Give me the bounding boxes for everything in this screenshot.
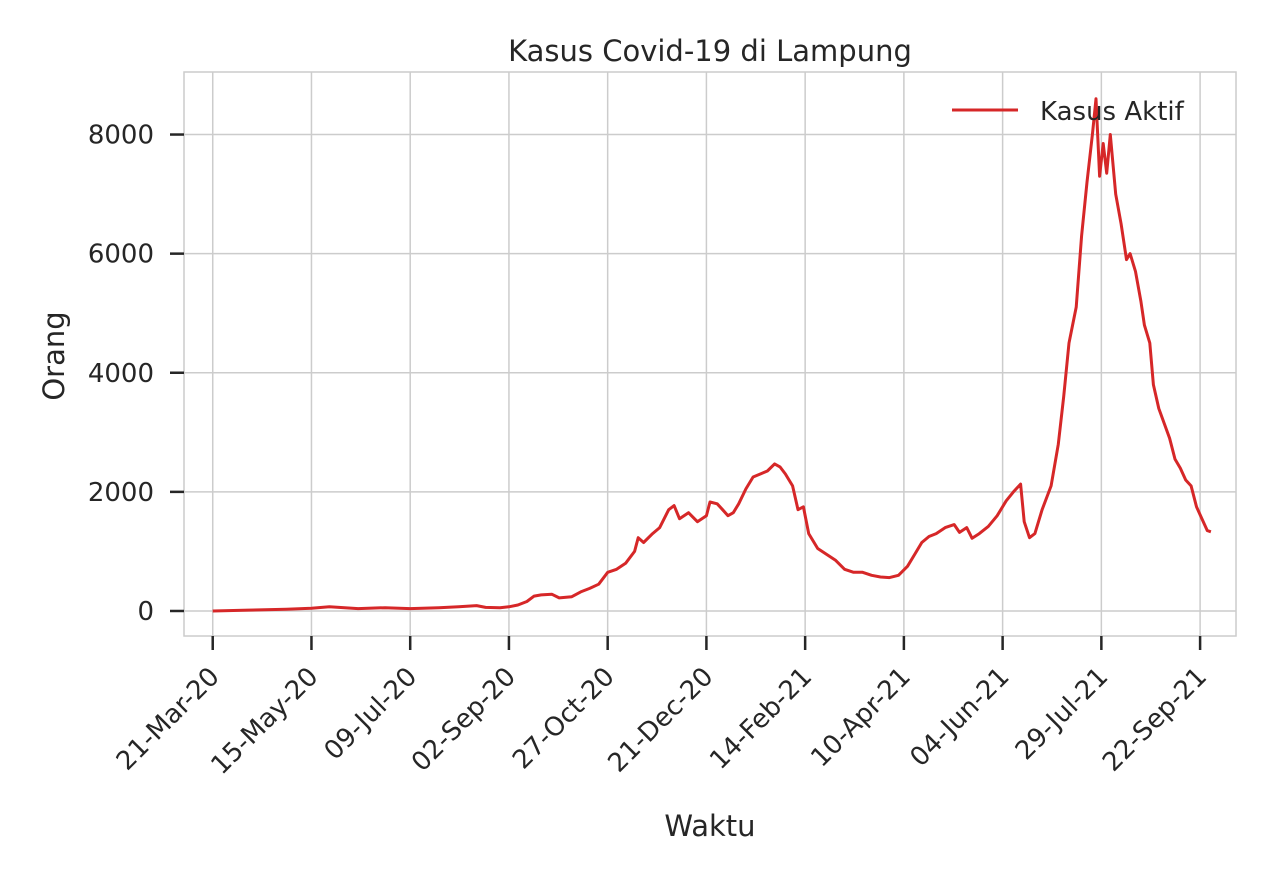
x-tick-label: 15-May-20 [205,662,324,781]
x-axis-label: Waktu [664,809,755,843]
x-tick-label: 09-Jul-20 [319,662,423,766]
x-tick-label: 14-Feb-21 [704,662,818,776]
y-tick-label: 6000 [88,240,154,270]
grid-x [211,72,1201,636]
series-layer [212,97,1212,613]
x-tick-label: 10-Apr-21 [805,662,917,774]
x-tick-label: 04-Jun-21 [905,662,1016,773]
y-tick-label: 8000 [88,121,154,151]
x-tick-label: 21-Dec-20 [603,662,720,779]
x-tick-label: 29-Jul-21 [1010,662,1114,766]
x-ticks: 21-Mar-2015-May-2009-Jul-2002-Sep-2027-O… [111,636,1213,781]
y-axis-label: Orang [37,311,71,400]
grid-y [184,133,1236,612]
x-tick-label: 22-Sep-21 [1097,662,1213,778]
y-tick-label: 4000 [88,359,154,389]
legend-label: Kasus Aktif [1040,97,1185,127]
plot-area [183,71,1237,637]
legend: Kasus Aktif [952,97,1185,127]
series-line-kasus-aktif [212,97,1212,613]
y-ticks: 0 2000 4000 6000 8000 [88,121,184,627]
y-tick-label: 0 [137,597,154,627]
chart-title: Kasus Covid-19 di Lampung [508,34,912,68]
y-tick-label: 2000 [88,478,154,508]
x-tick-label: 02-Sep-20 [406,662,522,778]
